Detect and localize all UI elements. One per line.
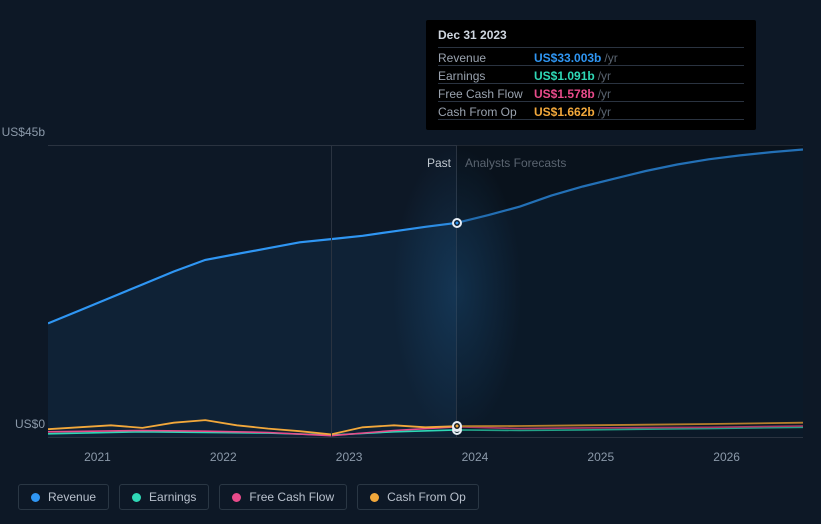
- legend-item-fcf[interactable]: Free Cash Flow: [219, 484, 347, 510]
- tooltip-row: EarningsUS$1.091b/yr: [438, 66, 744, 83]
- tooltip-row-label: Free Cash Flow: [438, 87, 534, 101]
- legend-item-revenue[interactable]: Revenue: [18, 484, 109, 510]
- tooltip-row-value: US$33.003b: [534, 51, 601, 65]
- tooltip-date: Dec 31 2023: [438, 28, 744, 47]
- gridline: [48, 437, 803, 438]
- tooltip-row-label: Cash From Op: [438, 105, 534, 119]
- tooltip-row-unit: /yr: [595, 87, 611, 101]
- x-tick-label: 2023: [336, 450, 363, 464]
- past-forecast-divider: [456, 145, 457, 437]
- legend-swatch: [370, 493, 379, 502]
- tooltip-row-label: Earnings: [438, 69, 534, 83]
- tooltip-row: Free Cash FlowUS$1.578b/yr: [438, 84, 744, 101]
- tooltip-row-value: US$1.091b: [534, 69, 595, 83]
- legend-label: Free Cash Flow: [249, 490, 334, 504]
- tooltip-row: Cash From OpUS$1.662b/yr: [438, 102, 744, 119]
- legend-swatch: [232, 493, 241, 502]
- forecast-shade: [457, 145, 803, 437]
- x-tick-label: 2026: [713, 450, 740, 464]
- tooltip-row-unit: /yr: [601, 51, 617, 65]
- hover-marker-cfo: [452, 421, 462, 431]
- legend-item-earnings[interactable]: Earnings: [119, 484, 209, 510]
- x-tick-label: 2025: [587, 450, 614, 464]
- past-label: Past: [427, 156, 451, 170]
- hover-tooltip: Dec 31 2023 RevenueUS$33.003b/yrEarnings…: [426, 20, 756, 130]
- legend-label: Earnings: [149, 490, 196, 504]
- tooltip-row-value: US$1.662b: [534, 105, 595, 119]
- legend-swatch: [31, 493, 40, 502]
- y-tick-label: US$45b: [2, 125, 45, 139]
- hover-divider: [331, 145, 332, 437]
- tooltip-row-value: US$1.578b: [534, 87, 595, 101]
- legend-item-cfo[interactable]: Cash From Op: [357, 484, 479, 510]
- plot-area[interactable]: [48, 145, 803, 437]
- tooltip-row-unit: /yr: [595, 69, 611, 83]
- x-axis: 2021 2022 2023 2024 2025 2026: [66, 450, 821, 470]
- legend-swatch: [132, 493, 141, 502]
- tooltip-row-unit: /yr: [595, 105, 611, 119]
- tooltip-row: RevenueUS$33.003b/yr: [438, 48, 744, 65]
- forecast-label: Analysts Forecasts: [465, 156, 566, 170]
- x-tick-label: 2021: [84, 450, 111, 464]
- x-tick-label: 2022: [210, 450, 237, 464]
- y-tick-label: US$0: [15, 417, 45, 431]
- tooltip-row-label: Revenue: [438, 51, 534, 65]
- legend: Revenue Earnings Free Cash Flow Cash From O…: [18, 484, 479, 510]
- hover-marker-revenue: [452, 218, 462, 228]
- legend-label: Revenue: [48, 490, 96, 504]
- x-tick-label: 2024: [462, 450, 489, 464]
- legend-label: Cash From Op: [387, 490, 466, 504]
